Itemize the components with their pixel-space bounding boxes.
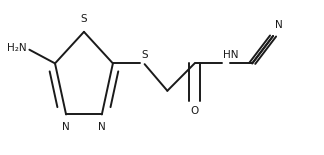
Text: O: O bbox=[191, 106, 199, 116]
Text: H₂N: H₂N bbox=[6, 43, 26, 53]
Text: S: S bbox=[142, 50, 148, 60]
Text: HN: HN bbox=[224, 50, 239, 60]
Text: N: N bbox=[62, 122, 70, 132]
Text: S: S bbox=[81, 14, 87, 24]
Text: N: N bbox=[275, 20, 283, 30]
Text: N: N bbox=[98, 122, 106, 132]
